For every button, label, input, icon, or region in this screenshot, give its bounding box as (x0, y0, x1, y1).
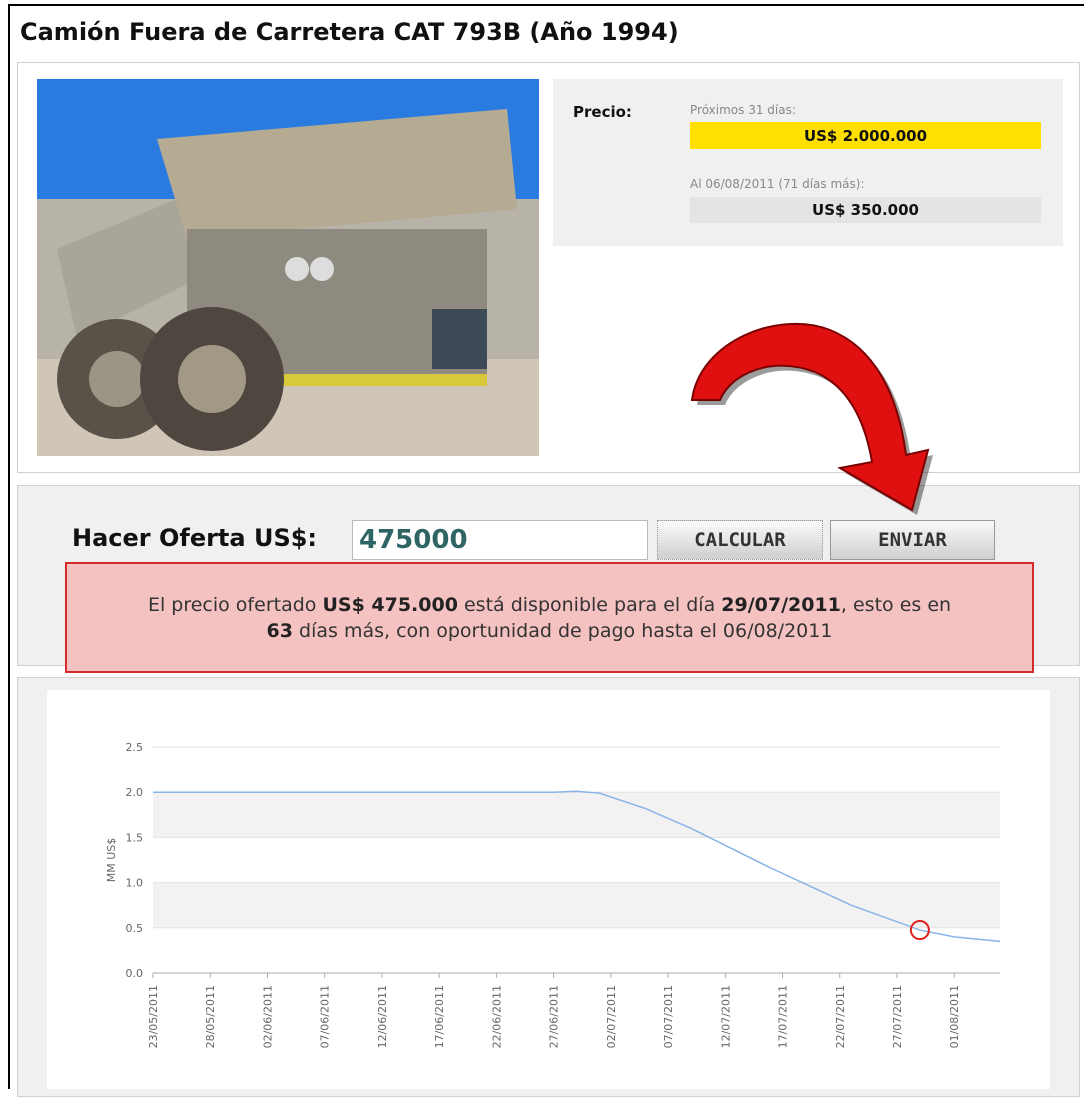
y-tick-label: 1.5 (126, 831, 144, 844)
offer-message: El precio ofertado US$ 475.000 está disp… (65, 562, 1034, 673)
message-text: está disponible para el día (458, 594, 721, 616)
red-arrow (660, 300, 940, 520)
y-axis-title: MM US$ (105, 838, 118, 883)
x-tick-label: 12/06/2011 (376, 985, 389, 1048)
grid-band (153, 792, 1000, 837)
x-tick-label: 22/06/2011 (490, 985, 503, 1048)
left-border (8, 4, 10, 1089)
price-label: Precio: (573, 103, 632, 121)
x-tick-label: 23/05/2011 (147, 985, 160, 1048)
x-tick-label: 28/05/2011 (204, 985, 217, 1048)
page: Camión Fuera de Carretera CAT 793B (Año … (0, 0, 1084, 1089)
truck-photo (37, 79, 539, 456)
later-label: Al 06/08/2011 (71 días más): (690, 177, 865, 191)
message-text: US$ 475.000 (322, 594, 458, 616)
next-label: Próximos 31 días: (690, 103, 796, 117)
x-tick-label: 27/07/2011 (891, 985, 904, 1048)
x-tick-label: 17/07/2011 (777, 985, 790, 1048)
x-tick-label: 07/06/2011 (319, 985, 332, 1048)
x-tick-label: 22/07/2011 (834, 985, 847, 1048)
top-border (8, 4, 1084, 6)
x-tick-label: 12/07/2011 (719, 985, 732, 1048)
y-tick-label: 2.5 (126, 741, 144, 754)
calculate-button[interactable]: CALCULAR (657, 520, 823, 560)
x-tick-label: 01/08/2011 (948, 985, 961, 1048)
send-button[interactable]: ENVIAR (830, 520, 995, 560)
message-text: El precio ofertado (148, 594, 323, 616)
next-price: US$ 2.000.000 (690, 122, 1041, 149)
x-tick-label: 17/06/2011 (433, 985, 446, 1048)
price-box: Precio: Próximos 31 días: US$ 2.000.000 … (553, 79, 1063, 246)
message-text: 29/07/2011 (721, 594, 841, 616)
message-text: días más, con oportunidad de pago hasta … (293, 620, 832, 642)
x-tick-label: 27/06/2011 (548, 985, 561, 1048)
message-text: 63 (267, 620, 293, 642)
y-tick-label: 0.0 (126, 967, 144, 980)
later-price: US$ 350.000 (690, 197, 1041, 223)
offer-input[interactable]: 475000 (352, 520, 648, 560)
offer-label: Hacer Oferta US$: (72, 524, 317, 552)
message-text: , esto es en (841, 594, 951, 616)
x-tick-label: 02/07/2011 (605, 985, 618, 1048)
y-tick-label: 2.0 (126, 786, 144, 799)
y-tick-label: 1.0 (126, 877, 144, 890)
chart: 0.0 0.5 1.0 1.5 2.0 2.5 23/05/2011 28/05/2011 02… (47, 690, 1050, 1089)
x-tick-label: 02/06/2011 (261, 985, 274, 1048)
grid-band (153, 883, 1000, 928)
page-title: Camión Fuera de Carretera CAT 793B (Año … (20, 18, 679, 46)
x-tick-label: 07/07/2011 (662, 985, 675, 1048)
y-tick-label: 0.5 (126, 922, 144, 935)
